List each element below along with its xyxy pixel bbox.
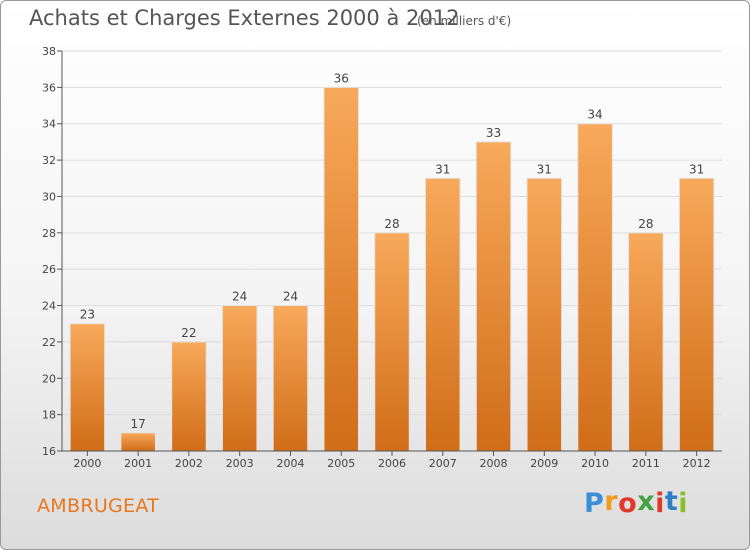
y-tick-label: 28	[42, 227, 56, 240]
data-label: 22	[181, 326, 196, 340]
logo-letter: t	[664, 486, 679, 517]
data-label: 28	[384, 217, 399, 231]
logo-letter: i	[678, 488, 689, 519]
bar	[425, 177, 461, 452]
y-tick-label: 18	[42, 409, 56, 422]
x-tick-label: 2004	[276, 457, 304, 470]
bar	[374, 232, 410, 452]
data-label: 17	[131, 417, 146, 431]
logo-letter: P	[584, 488, 605, 519]
y-tick-label: 34	[42, 118, 56, 131]
x-tick-label: 2007	[429, 457, 457, 470]
x-tick-label: 2005	[327, 457, 355, 470]
data-label: 31	[689, 162, 704, 176]
data-label: 24	[232, 290, 247, 304]
bar	[221, 305, 258, 452]
bar	[475, 141, 512, 452]
logo-letter: x	[637, 486, 656, 517]
data-label: 31	[435, 162, 450, 176]
axes: 16 18 20 22 24 26 28 30 32 34 36 38 2000 2001 2002 2003…	[42, 45, 722, 470]
y-tick-label: 26	[42, 263, 56, 276]
bar	[628, 232, 664, 452]
bar	[526, 177, 563, 452]
y-tick-label: 24	[42, 300, 56, 313]
bar	[171, 341, 207, 452]
y-tick-label: 16	[42, 445, 56, 458]
bar	[678, 177, 715, 452]
x-tick-label: 2000	[73, 457, 101, 470]
x-tick-label: 2011	[632, 457, 660, 470]
bar	[577, 123, 613, 452]
proxiti-logo[interactable]: Proxiti	[584, 486, 689, 519]
x-tick-label: 2001	[124, 457, 152, 470]
y-tick-label: 38	[42, 45, 56, 58]
bar	[69, 323, 106, 452]
data-label: 34	[587, 108, 602, 122]
x-tick-label: 2010	[581, 457, 609, 470]
chart-title: Achats et Charges Externes 2000 à 2012	[29, 6, 460, 30]
logo-letter: i	[655, 488, 665, 519]
logo-letter: o	[618, 488, 638, 519]
logo-letter: r	[604, 486, 619, 517]
x-tick-label: 2003	[226, 457, 254, 470]
y-tick-label: 20	[42, 372, 56, 385]
x-tick-label: 2009	[530, 457, 558, 470]
y-tick-label: 32	[42, 154, 56, 167]
bar	[323, 86, 359, 452]
y-tick-label: 36	[42, 81, 56, 94]
x-tick-label: 2006	[378, 457, 406, 470]
data-label: 31	[537, 162, 552, 176]
x-tick-label: 2002	[175, 457, 203, 470]
x-tick-label: 2008	[480, 457, 508, 470]
data-label: 28	[638, 217, 653, 231]
y-tick-label: 22	[42, 336, 56, 349]
y-tick-label: 30	[42, 190, 56, 203]
data-label: 36	[334, 71, 349, 85]
bar	[120, 432, 156, 452]
data-label: 23	[80, 308, 95, 322]
bar	[272, 305, 309, 452]
chart-subtitle: (en milliers d'€)	[417, 14, 512, 28]
data-label: 24	[283, 290, 298, 304]
x-tick-label: 2012	[683, 457, 711, 470]
bars: 23 17 22 24 24 36 28 31 33 31 34 28 31	[69, 71, 715, 452]
city-name: AMBRUGEAT	[37, 495, 160, 517]
data-label: 33	[486, 126, 501, 140]
